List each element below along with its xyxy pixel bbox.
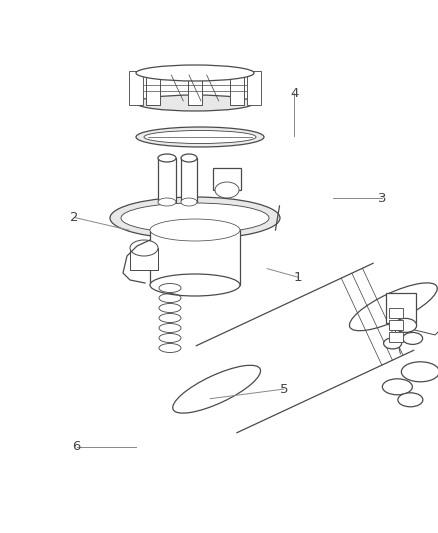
FancyBboxPatch shape [146,71,160,105]
Text: 4: 4 [290,87,299,100]
FancyBboxPatch shape [230,71,244,105]
Polygon shape [196,263,413,433]
Ellipse shape [158,198,176,206]
Ellipse shape [136,95,254,111]
Bar [181,158,197,202]
Bar [389,320,403,330]
Ellipse shape [110,197,280,239]
Ellipse shape [158,154,176,162]
Text: 3: 3 [378,192,386,205]
FancyBboxPatch shape [247,71,261,105]
Bar [150,230,240,285]
Text: 5: 5 [279,383,288,395]
FancyBboxPatch shape [129,71,143,105]
Bar [158,158,176,202]
Ellipse shape [144,131,256,143]
FancyBboxPatch shape [188,71,202,105]
Ellipse shape [181,154,197,162]
Ellipse shape [136,127,264,147]
Ellipse shape [136,65,254,81]
Ellipse shape [401,362,438,382]
Bar [385,293,416,324]
Ellipse shape [150,219,240,241]
Bar [389,309,403,318]
Ellipse shape [398,393,423,407]
Ellipse shape [181,198,197,206]
Ellipse shape [384,338,402,349]
FancyBboxPatch shape [230,71,244,105]
Ellipse shape [214,173,240,193]
Text: 6: 6 [72,440,81,453]
FancyBboxPatch shape [146,71,160,105]
Ellipse shape [382,379,412,395]
FancyBboxPatch shape [188,71,202,105]
Ellipse shape [395,318,417,333]
Text: 1: 1 [293,271,302,284]
Ellipse shape [350,283,437,330]
Ellipse shape [121,203,269,233]
Ellipse shape [215,182,239,198]
Ellipse shape [130,240,158,256]
Ellipse shape [403,333,423,344]
Ellipse shape [150,274,240,296]
Bar [130,248,158,270]
Bar [389,333,403,342]
Bar [213,168,241,190]
Ellipse shape [173,365,261,413]
Text: 2: 2 [70,211,79,224]
